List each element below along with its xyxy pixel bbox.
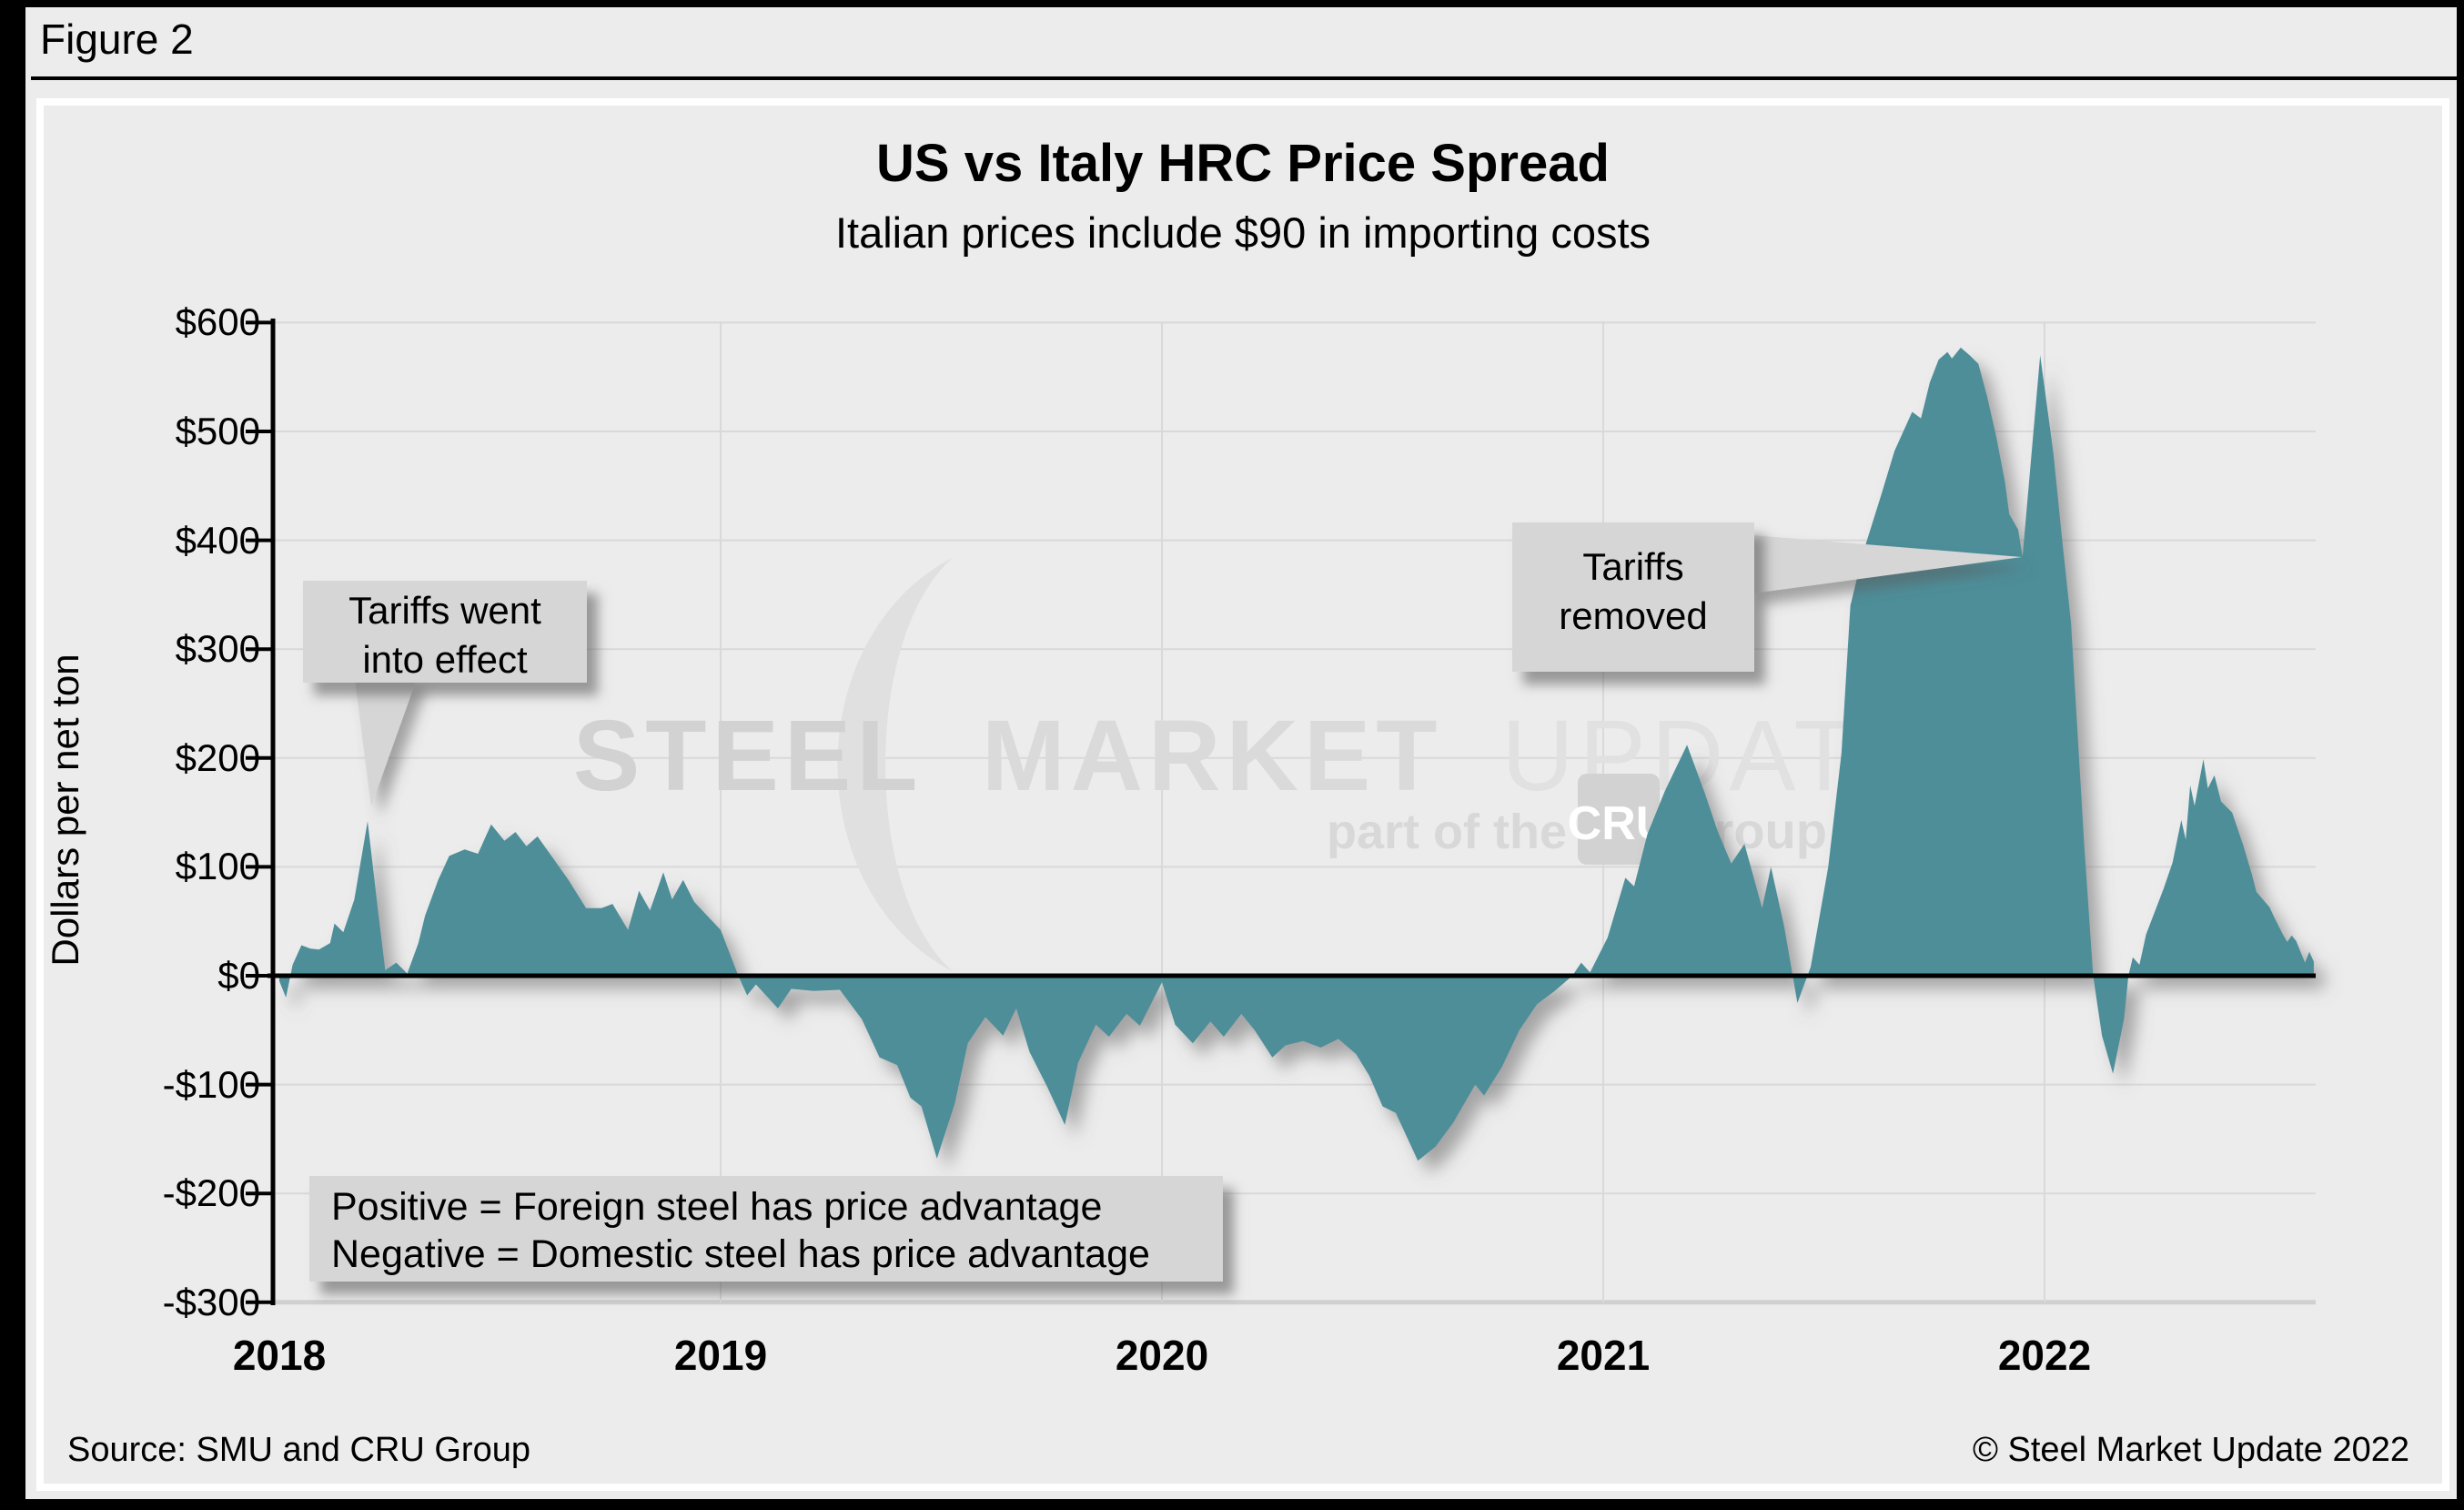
watermark-steel: STEEL [573, 700, 924, 812]
smu-crescent-logo-icon [837, 557, 954, 972]
annotation-text-line: removed [1559, 594, 1708, 637]
tariffs-effect-callout-tail [355, 679, 417, 806]
spread-area [279, 347, 2314, 1161]
x-tick-label: 2019 [673, 1332, 768, 1379]
y-tick-label: $600 [175, 300, 260, 344]
smu-watermark: STEEL MARKET UPDATE part of the CRU Grou… [573, 557, 1933, 972]
annotation-tariffs-removed: Tariffs removed [1512, 522, 1754, 672]
x-tick-label: 2021 [1556, 1332, 1651, 1379]
y-tick-label: $300 [175, 627, 260, 671]
annotation-text-line: Tariffs went [348, 589, 541, 632]
axes [246, 319, 2316, 1305]
y-tick-label: -$100 [162, 1062, 260, 1106]
copyright-notice: © Steel Market Update 2022 [1972, 1431, 2409, 1469]
chart-subtitle: Italian prices include $90 in importing … [834, 208, 1651, 257]
chart-title: US vs Italy HRC Price Spread [876, 134, 1610, 193]
cru-logo-box [1578, 774, 1660, 865]
y-tick-label: $500 [175, 410, 260, 452]
callout-tails [355, 535, 2022, 806]
y-tick-label: -$200 [162, 1171, 260, 1215]
y-tick-label: $0 [217, 954, 260, 997]
source-credit: Source: SMU and CRU Group [67, 1431, 530, 1469]
tariffs-removed-callout-tail [1752, 535, 2022, 593]
y-tick-label: $400 [175, 518, 260, 562]
y-tick-label: $100 [175, 845, 260, 888]
note-negative: Negative = Domestic steel has price adva… [331, 1232, 1150, 1276]
note-positive: Positive = Foreign steel has price advan… [331, 1185, 1103, 1229]
y-tick-label: $200 [175, 735, 260, 779]
y-tick-label: -$300 [162, 1280, 260, 1323]
watermark-market: MARKET [982, 700, 1443, 812]
watermark-text: STEEL MARKET UPDATE [573, 700, 1933, 812]
x-tick-label: 2018 [232, 1332, 327, 1379]
y-axis-title: Dollars per net ton [44, 654, 86, 967]
annotation-text-line: Tariffs [1582, 545, 1684, 588]
header-divider [31, 76, 2457, 80]
x-tick-label: 2020 [1115, 1332, 1209, 1379]
annotation-tariffs-went-into-effect: Tariffs went into effect [303, 581, 587, 683]
spread-area-series [279, 347, 2314, 1161]
legend-note-box: Positive = Foreign steel has price advan… [309, 1176, 1223, 1282]
watermark-tagline: part of the [1327, 805, 1567, 859]
x-tick-label: 2022 [1997, 1332, 2092, 1379]
figure-label: Figure 2 [40, 15, 194, 63]
annotation-text-line: into effect [362, 638, 528, 681]
